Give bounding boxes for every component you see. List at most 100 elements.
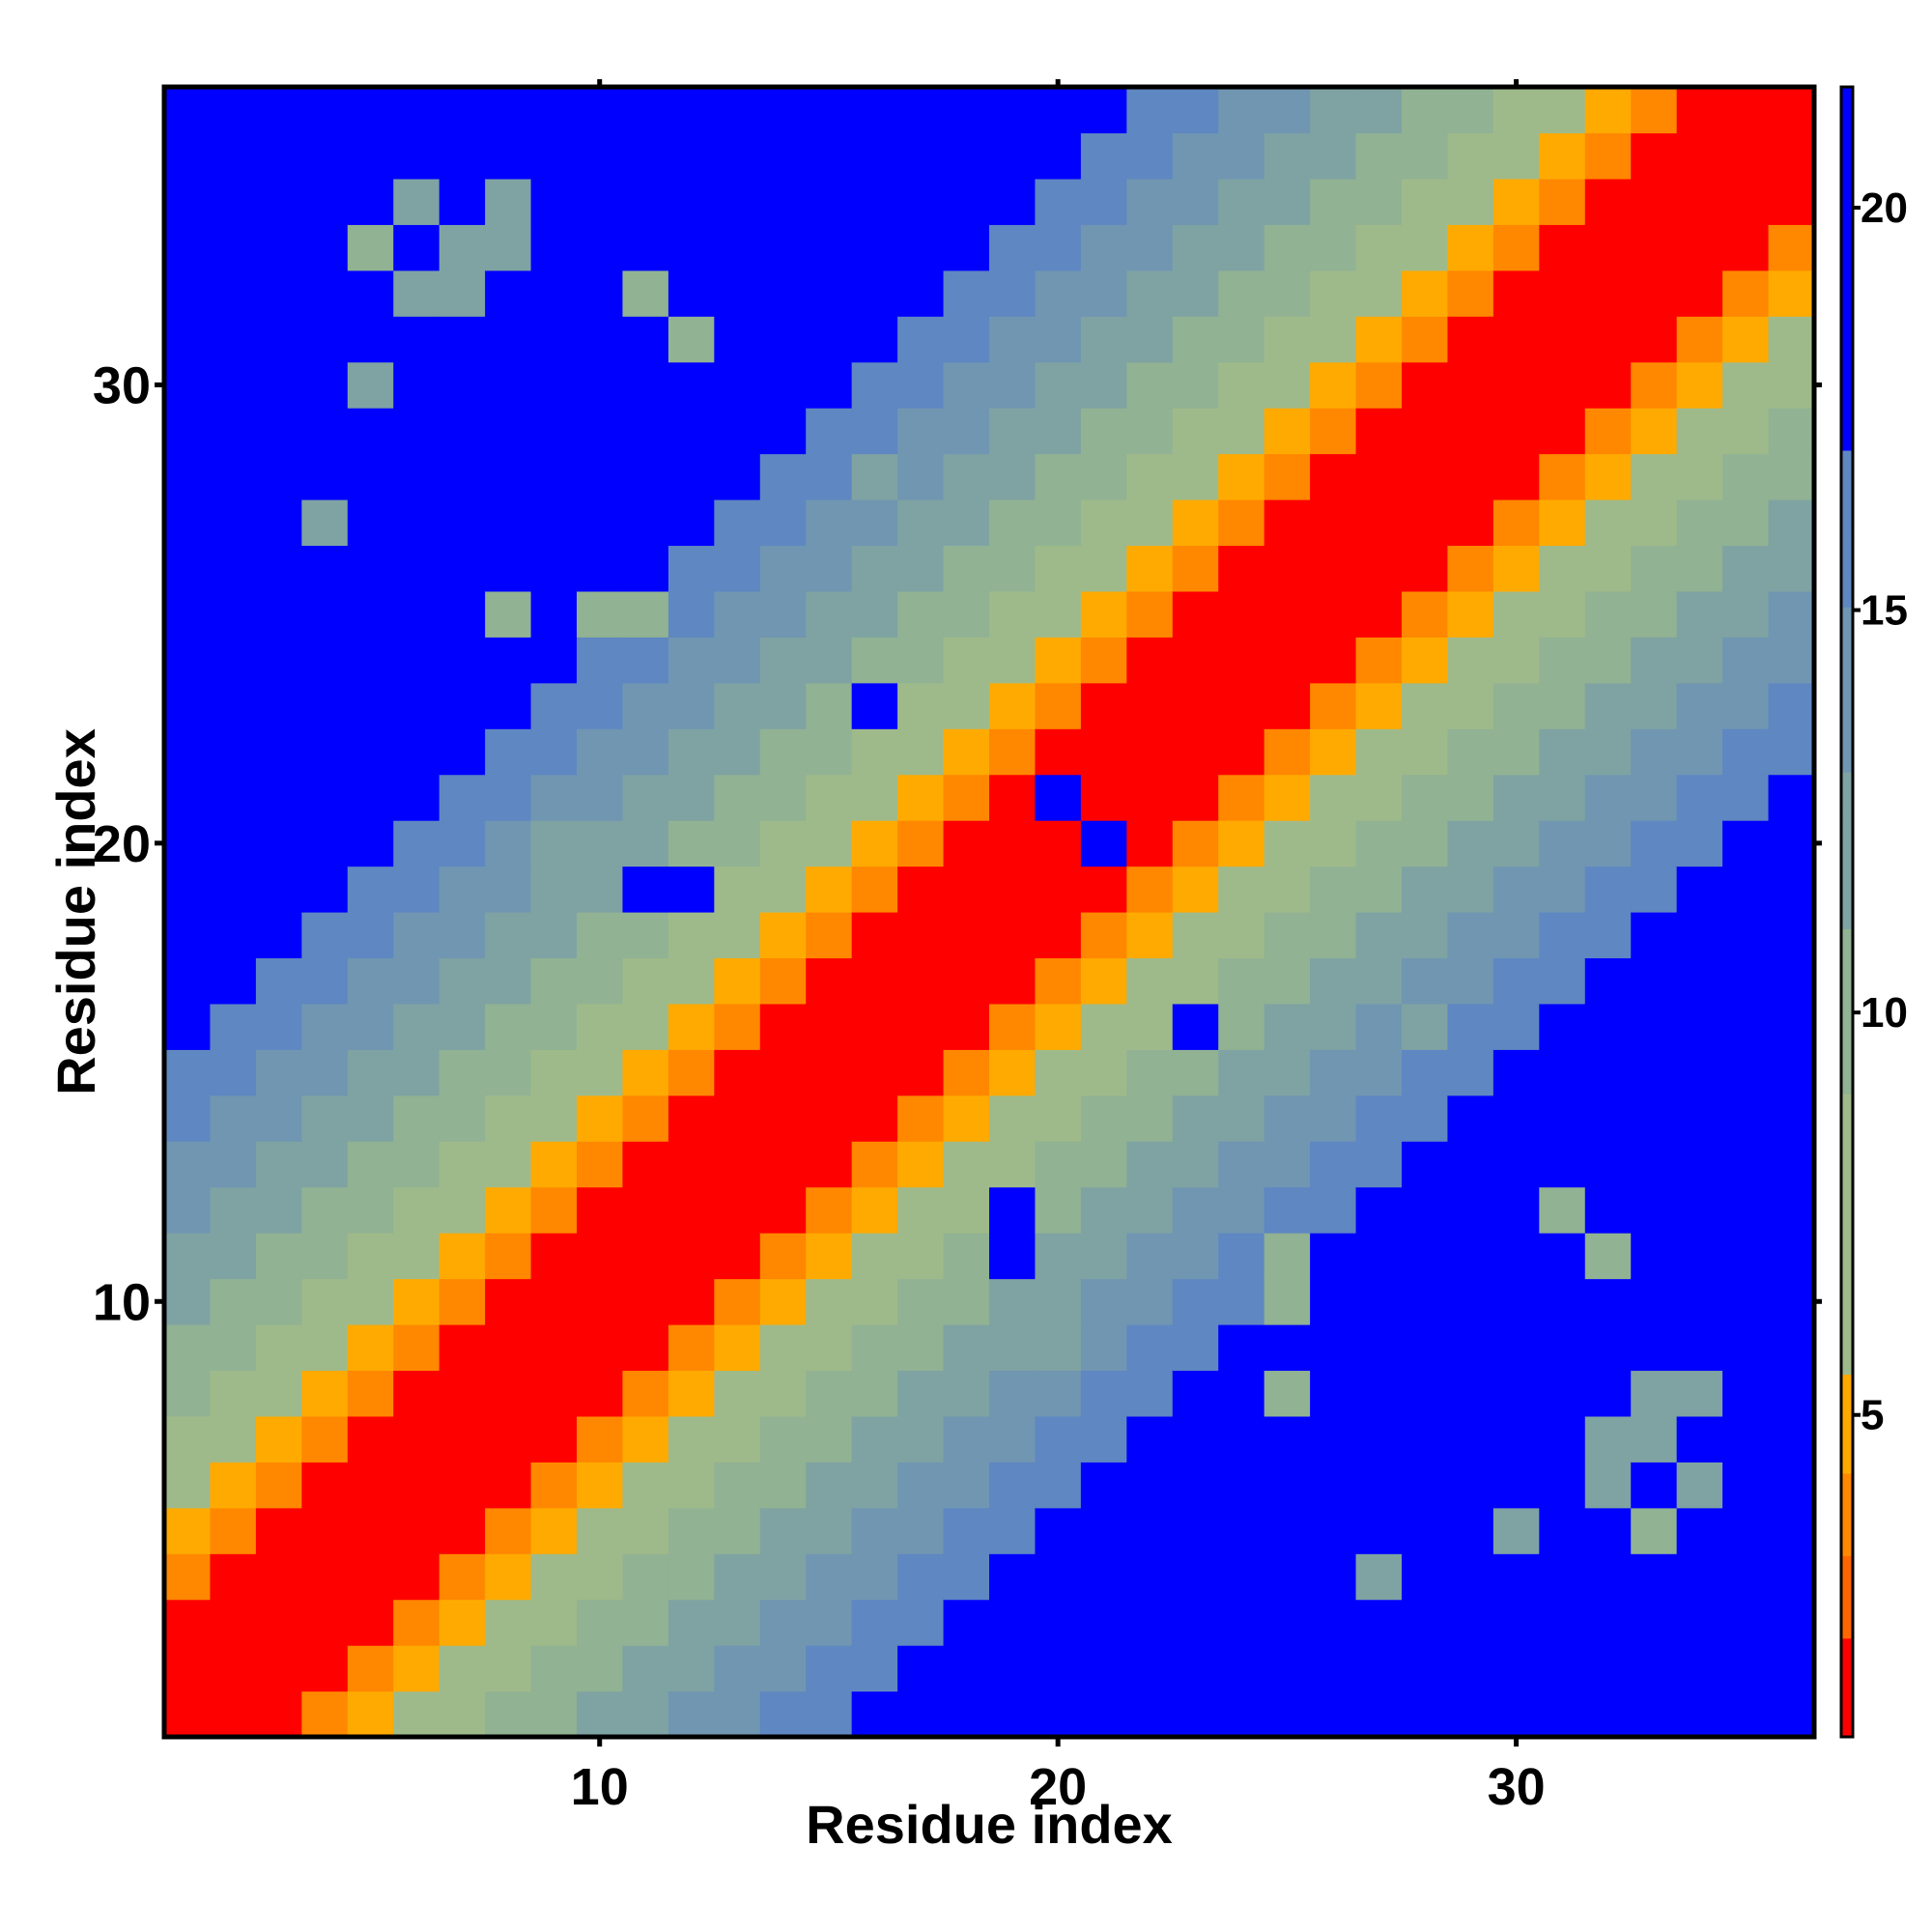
heatmap-cell [1126, 774, 1174, 821]
heatmap-cell [851, 316, 898, 363]
heatmap-cell [1722, 1599, 1770, 1646]
heatmap-cell [1539, 912, 1586, 959]
heatmap-cell [1310, 637, 1357, 684]
heatmap-cell [668, 1094, 715, 1142]
heatmap-cell [668, 1049, 715, 1096]
heatmap-cell [439, 408, 486, 455]
heatmap-cell [668, 1233, 715, 1280]
colorbar-segment [1841, 1332, 1853, 1342]
colorbar-segment [1841, 714, 1853, 724]
heatmap-cell [759, 1278, 807, 1325]
heatmap-cell [1172, 132, 1219, 180]
heatmap-cell [1539, 728, 1586, 776]
heatmap-cell [1584, 1553, 1632, 1601]
heatmap-cell [1539, 1324, 1586, 1372]
heatmap-cell [1631, 590, 1678, 638]
heatmap-cell [1584, 1278, 1632, 1325]
heatmap-cell [210, 453, 257, 500]
heatmap-cell [1539, 1507, 1586, 1554]
colorbar-segment [1841, 928, 1853, 938]
heatmap-cell [1768, 774, 1815, 821]
heatmap-cell [943, 1462, 990, 1509]
heatmap-cell [1768, 1415, 1815, 1463]
heatmap-cell [164, 1690, 212, 1738]
colorbar-segment [1841, 689, 1853, 698]
heatmap-cell [530, 178, 578, 225]
heatmap-cell [714, 1003, 761, 1050]
heatmap-cell [851, 774, 898, 821]
heatmap-cell [1447, 178, 1494, 225]
heatmap-cell [989, 957, 1037, 1005]
heatmap-cell [806, 545, 853, 592]
heatmap-cell [530, 1507, 578, 1554]
heatmap-cell [210, 87, 257, 134]
heatmap-cell [668, 1553, 715, 1601]
heatmap-cell [1768, 270, 1815, 317]
heatmap-cell [210, 774, 257, 821]
heatmap-cell [530, 1324, 578, 1372]
heatmap-cell [1080, 224, 1127, 271]
heatmap-cell [943, 682, 990, 729]
heatmap-cell [1126, 1507, 1174, 1554]
heatmap-cell [1539, 1003, 1586, 1050]
heatmap-cell [1035, 1278, 1082, 1325]
heatmap-cell [439, 728, 486, 776]
heatmap-cell [1722, 499, 1770, 547]
heatmap-cell [210, 866, 257, 913]
heatmap-cell [1584, 1233, 1632, 1280]
colorbar-segment [1841, 1183, 1853, 1194]
heatmap-cell [347, 224, 394, 271]
heatmap-cell [1172, 1049, 1219, 1096]
heatmap-cell [393, 1094, 440, 1142]
heatmap-cell [1172, 957, 1219, 1005]
heatmap-cell [1218, 957, 1265, 1005]
colorbar-segment [1841, 1390, 1853, 1400]
heatmap-cell [1035, 728, 1082, 776]
colorbar-segment [1841, 945, 1853, 954]
heatmap-cell [851, 1645, 898, 1692]
heatmap-cell [622, 1415, 669, 1463]
heatmap-cell [714, 316, 761, 363]
heatmap-cell [347, 1507, 394, 1554]
heatmap-cell [897, 637, 945, 684]
heatmap-cell [897, 866, 945, 913]
colorbar-segment [1841, 994, 1853, 1004]
heatmap-cell [1310, 224, 1357, 271]
heatmap-cell [347, 682, 394, 729]
heatmap-cell [577, 866, 624, 913]
heatmap-cell [347, 87, 394, 134]
heatmap-cell [210, 1094, 257, 1142]
heatmap-cell [851, 132, 898, 180]
heatmap-cell [1310, 1462, 1357, 1509]
heatmap-cell [622, 1186, 669, 1234]
heatmap-cell [851, 682, 898, 729]
heatmap-cell [989, 866, 1037, 913]
heatmap-cell [1355, 361, 1403, 409]
heatmap-cell [622, 1141, 669, 1188]
colorbar-segment [1841, 326, 1853, 335]
heatmap-cell [1310, 1370, 1357, 1417]
heatmap-cell [714, 637, 761, 684]
heatmap-cell [439, 224, 486, 271]
colorbar-segment [1841, 227, 1853, 237]
heatmap-cell [943, 545, 990, 592]
colorbar-segment [1841, 1439, 1853, 1449]
heatmap-cell [1584, 1462, 1632, 1509]
heatmap-cell [530, 682, 578, 729]
colorbar-segment [1841, 177, 1853, 187]
heatmap-cell [668, 1141, 715, 1188]
heatmap-cell [714, 361, 761, 409]
heatmap-cell [393, 224, 440, 271]
heatmap-cell [897, 912, 945, 959]
heatmap-cell [439, 590, 486, 638]
colorbar-segment [1841, 128, 1853, 138]
heatmap-cell [1310, 912, 1357, 959]
heatmap-cell [530, 361, 578, 409]
heatmap-cell [255, 316, 302, 363]
heatmap-cell [1310, 499, 1357, 547]
heatmap-cell [1264, 637, 1311, 684]
heatmap-cell [1676, 408, 1723, 455]
heatmap-cell [851, 1141, 898, 1188]
heatmap-cell [1768, 408, 1815, 455]
heatmap-cell [1126, 590, 1174, 638]
